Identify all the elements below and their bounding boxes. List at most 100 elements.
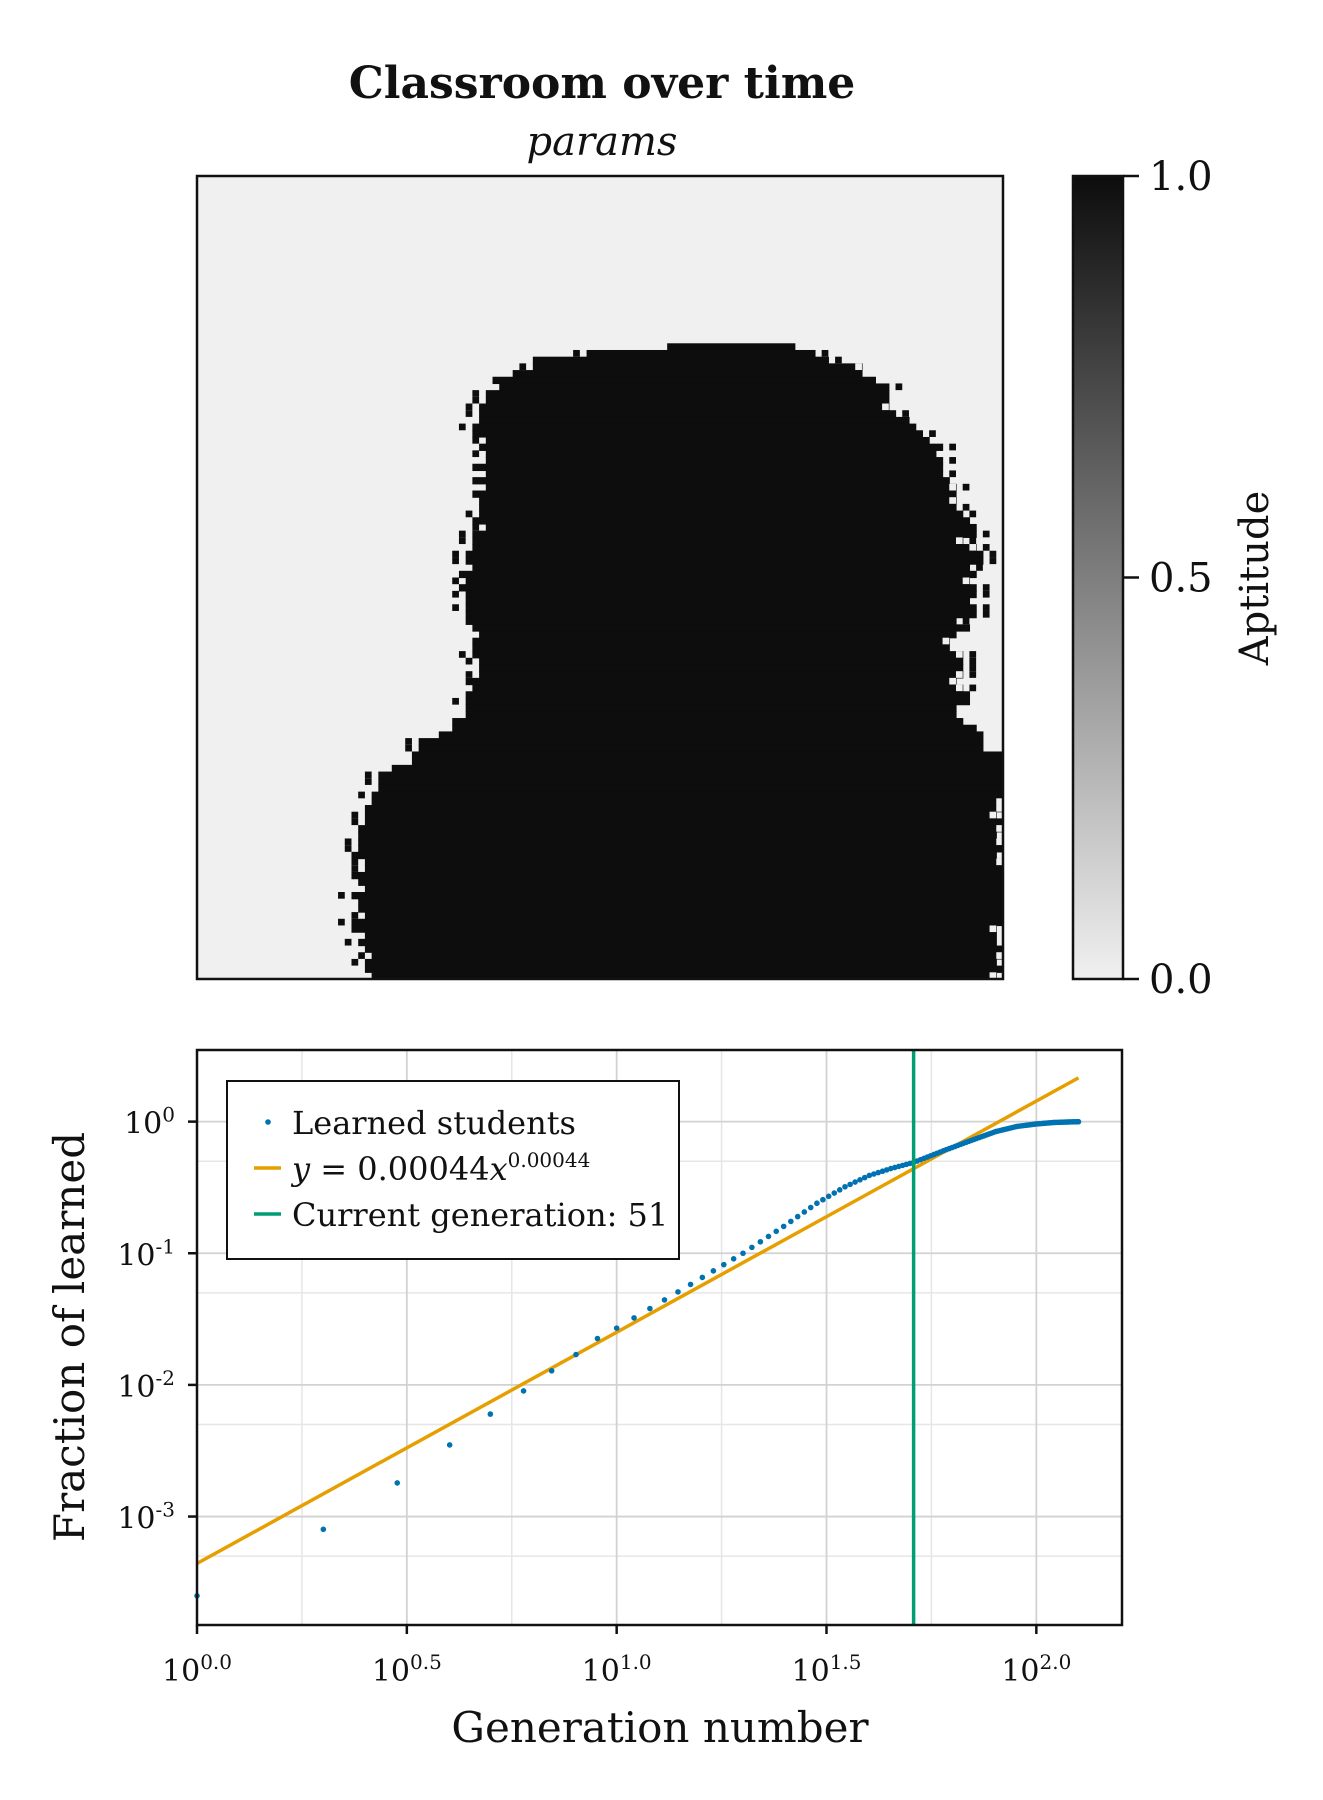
heatmap-cell: [458, 423, 466, 431]
data-point: [825, 1193, 832, 1200]
heatmap-cell: [969, 537, 977, 545]
heatmap-cell: [465, 510, 473, 518]
data-point: [631, 1315, 637, 1321]
data-point: [757, 1238, 764, 1245]
heatmap-cell: [962, 483, 970, 491]
data-point: [780, 1223, 787, 1230]
heatmap-cell: [472, 390, 480, 397]
heatmap-cell: [458, 537, 466, 545]
heatmap-cell: [452, 697, 459, 705]
heatmap-cell: [519, 363, 527, 371]
heatmap-cell: [458, 651, 466, 658]
heatmap-row-learned: [371, 972, 997, 980]
heatmap-cell: [989, 925, 997, 933]
heatmap-cell: [895, 383, 903, 391]
legend-box: [226, 1080, 680, 1260]
heatmap-cell: [472, 523, 480, 531]
heatmap-cell: [982, 584, 990, 591]
heatmap-row-learned: [485, 523, 977, 532]
heatmap-row-learned: [358, 878, 1004, 886]
legend-marker-learned: [265, 1119, 271, 1125]
colorbar-ticks: 0.0 0.5 1.0: [1123, 154, 1213, 1003]
heatmap-row-learned: [452, 724, 977, 733]
heatmap-row-learned: [371, 791, 1004, 799]
heatmap-cell: [351, 865, 359, 872]
heatmap-row-learned: [465, 610, 977, 619]
heatmap-row-learned: [378, 778, 1004, 786]
heatmap-cell: [949, 457, 956, 464]
data-point: [814, 1200, 820, 1207]
legend-label-fit: y = 0.00044x0.00044: [290, 1148, 590, 1188]
heatmap-row-learned: [465, 697, 971, 706]
x-tick-label: 101.0: [582, 1650, 652, 1689]
heatmap-row-learned: [472, 423, 917, 431]
legend-label-learned: Learned students: [292, 1104, 576, 1142]
heatmap-row-learned: [465, 677, 957, 686]
heatmap-cell: [472, 450, 480, 458]
heatmap-cell: [344, 938, 352, 946]
heatmap-cell: [982, 604, 990, 611]
colorbar: [1071, 174, 1125, 981]
heatmap-cell: [955, 651, 963, 658]
data-point: [730, 1256, 737, 1262]
heatmap-row-learned: [485, 457, 944, 465]
heatmap-row-learned: [465, 691, 971, 699]
heatmap-cell: [982, 610, 990, 618]
heatmap-row-learned: [499, 383, 890, 391]
heatmap-row-learned: [472, 530, 977, 538]
heatmap-cell: [969, 671, 977, 678]
heatmap-cell: [344, 845, 352, 852]
heatmap-cell: [949, 483, 956, 491]
data-point: [675, 1289, 681, 1295]
data-point: [394, 1480, 401, 1486]
heatmap-row-learned: [465, 577, 971, 585]
heatmap-cell: [949, 497, 956, 504]
heatmap-cell: [955, 537, 963, 545]
colorbar-tick-label: 0.5: [1149, 556, 1213, 602]
data-point: [1075, 1118, 1082, 1125]
heatmap-cell: [969, 657, 977, 665]
heatmap-row-learned: [358, 845, 1004, 853]
heatmap-cell: [351, 858, 359, 866]
data-point: [594, 1335, 601, 1342]
heatmap-row-learned: [479, 416, 910, 425]
heatmap-cell: [351, 818, 359, 826]
heatmap-cell: [452, 590, 459, 598]
data-point: [820, 1196, 826, 1203]
heatmap-cell: [452, 550, 459, 558]
data-point: [749, 1244, 755, 1251]
heatmap-row-learned: [485, 390, 890, 398]
heatmap-row-learned: [472, 564, 971, 572]
plot-series: [194, 1050, 1082, 1625]
heatmap-row-learned: [458, 584, 977, 592]
heatmap: [197, 176, 1004, 980]
data-point: [613, 1325, 620, 1331]
heatmap-row-learned: [465, 557, 984, 565]
heatmap-row-learned: [351, 925, 997, 933]
heatmap-row-learned: [485, 483, 957, 492]
data-point: [807, 1204, 814, 1211]
heatmap-cell: [472, 436, 480, 444]
heatmap-cell: [338, 918, 345, 926]
y-tick-label: 10-1: [117, 1234, 175, 1273]
heatmap-cell: [996, 952, 1003, 959]
data-point: [548, 1367, 555, 1374]
heatmap-row-learned: [411, 758, 1004, 766]
heatmap-row-learned: [364, 965, 1004, 973]
heatmap-row-learned: [485, 450, 937, 458]
heatmap-row-learned: [512, 370, 863, 378]
heatmap-row-learned: [667, 343, 796, 351]
heatmap-row-learned: [358, 898, 1004, 906]
legend: Learned students y = 0.00044x0.00044 Cur…: [226, 1080, 680, 1260]
data-point: [857, 1176, 863, 1183]
heatmap-cell: [949, 677, 956, 685]
heatmap-cell: [989, 972, 997, 979]
data-point: [836, 1187, 843, 1193]
heatmap-cell: [452, 604, 459, 611]
heatmap-cell: [855, 363, 862, 371]
colorbar-tick-label: 0.0: [1149, 957, 1213, 1003]
data-point: [871, 1171, 877, 1177]
heatmap-row-learned: [391, 764, 1004, 773]
data-point: [773, 1228, 780, 1235]
